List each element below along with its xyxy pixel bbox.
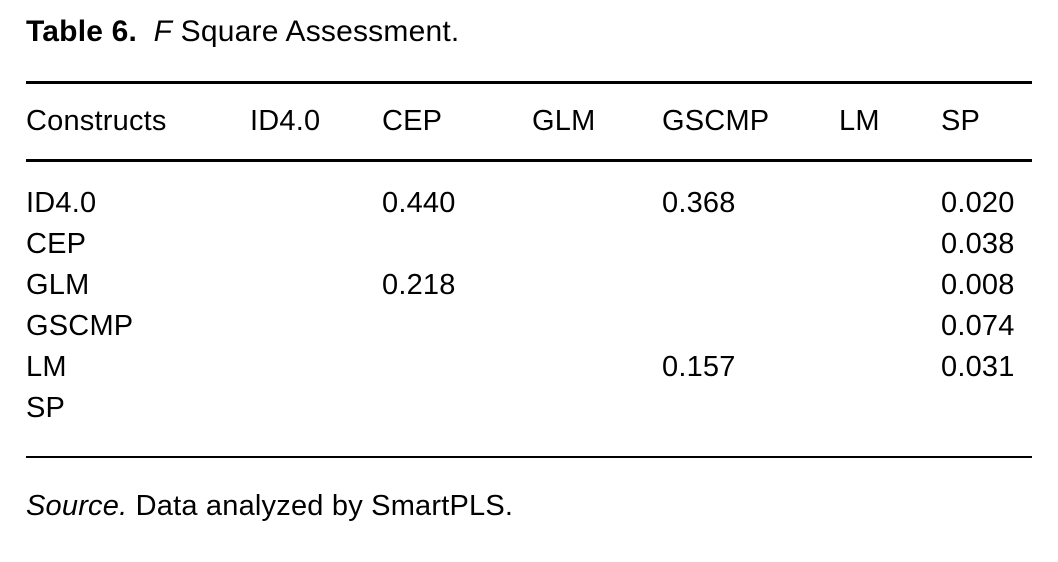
value-cell bbox=[839, 161, 941, 225]
value-cell bbox=[662, 306, 839, 347]
column-header: GSCMP bbox=[662, 105, 770, 137]
value-cell bbox=[250, 224, 382, 265]
row-label: GSCMP bbox=[26, 310, 134, 342]
table-caption: Table 6. F Square Assessment. bbox=[26, 13, 1032, 50]
value-cell bbox=[250, 347, 382, 388]
value-cell bbox=[382, 224, 532, 265]
paper-table-page: Table 6. F Square Assessment. Constructs I… bbox=[0, 13, 1058, 525]
value-cell bbox=[382, 347, 532, 388]
value-cell bbox=[839, 306, 941, 347]
value-cell bbox=[532, 388, 662, 457]
value-cell bbox=[839, 388, 941, 457]
value-cell bbox=[250, 161, 382, 225]
row-label: CEP bbox=[26, 228, 87, 260]
table-header: Constructs ID4.0 CEP GLM GSCMP LM SP bbox=[26, 83, 1032, 161]
row-label: SP bbox=[26, 392, 66, 424]
value-cell: 0.031 bbox=[941, 351, 1015, 383]
table-row: GLM 0.218 0.008 bbox=[26, 265, 1032, 306]
table-row: CEP 0.038 bbox=[26, 224, 1032, 265]
value-cell bbox=[250, 306, 382, 347]
column-header: Constructs bbox=[26, 105, 167, 137]
source-note-text: Data analyzed by SmartPLS. bbox=[135, 490, 514, 522]
source-note-label: Source. bbox=[26, 490, 128, 522]
value-cell bbox=[532, 161, 662, 225]
value-cell: 0.368 bbox=[662, 187, 736, 219]
value-cell bbox=[250, 265, 382, 306]
column-header: SP bbox=[941, 105, 981, 137]
table-body: ID4.0 0.440 0.368 0.020 CEP 0.038 GLM 0.218 0.00… bbox=[26, 161, 1032, 457]
value-cell: 0.440 bbox=[382, 187, 456, 219]
table-caption-italic-letter: F bbox=[153, 15, 173, 48]
value-cell bbox=[941, 388, 1032, 457]
value-cell bbox=[662, 388, 839, 457]
value-cell bbox=[839, 347, 941, 388]
value-cell bbox=[532, 224, 662, 265]
value-cell bbox=[662, 265, 839, 306]
value-cell bbox=[382, 388, 532, 457]
f-square-table: Constructs ID4.0 CEP GLM GSCMP LM SP ID4.0 0.44… bbox=[26, 81, 1032, 458]
table-caption-number: Table 6. bbox=[26, 15, 138, 48]
value-cell bbox=[662, 224, 839, 265]
value-cell bbox=[839, 224, 941, 265]
table-caption-text: Square Assessment. bbox=[180, 15, 460, 48]
column-header: ID4.0 bbox=[250, 105, 321, 137]
value-cell: 0.020 bbox=[941, 187, 1015, 219]
value-cell bbox=[839, 265, 941, 306]
source-note: Source. Data analyzed by SmartPLS. bbox=[26, 488, 1032, 525]
table-header-row: Constructs ID4.0 CEP GLM GSCMP LM SP bbox=[26, 83, 1032, 161]
value-cell: 0.008 bbox=[941, 269, 1015, 301]
row-label: ID4.0 bbox=[26, 187, 97, 219]
value-cell: 0.157 bbox=[662, 351, 736, 383]
value-cell bbox=[250, 388, 382, 457]
value-cell bbox=[532, 306, 662, 347]
column-header: CEP bbox=[382, 105, 443, 137]
value-cell: 0.038 bbox=[941, 228, 1015, 260]
column-header: LM bbox=[839, 105, 880, 137]
table-row: LM 0.157 0.031 bbox=[26, 347, 1032, 388]
table-row: GSCMP 0.074 bbox=[26, 306, 1032, 347]
value-cell bbox=[382, 306, 532, 347]
value-cell bbox=[532, 265, 662, 306]
table-row: SP bbox=[26, 388, 1032, 457]
row-label: LM bbox=[26, 351, 67, 383]
row-label: GLM bbox=[26, 269, 90, 301]
column-header: GLM bbox=[532, 105, 596, 137]
table-row: ID4.0 0.440 0.368 0.020 bbox=[26, 161, 1032, 225]
value-cell: 0.218 bbox=[382, 269, 456, 301]
value-cell: 0.074 bbox=[941, 310, 1015, 342]
value-cell bbox=[532, 347, 662, 388]
